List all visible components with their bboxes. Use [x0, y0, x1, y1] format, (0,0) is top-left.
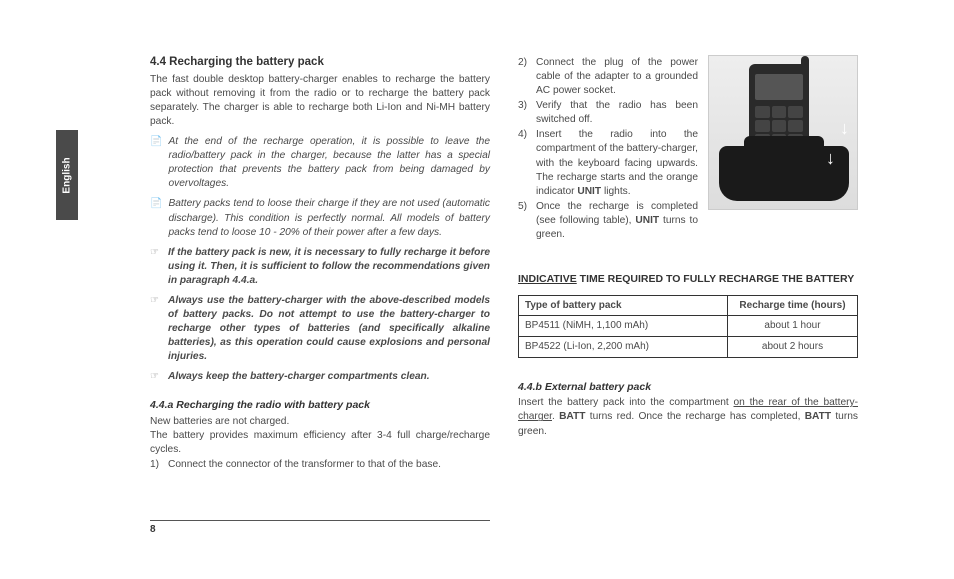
table-header: Type of battery pack — [519, 295, 728, 316]
note-icon: 📄 — [150, 135, 162, 191]
table-header: Recharge time (hours) — [728, 295, 858, 316]
product-image: ↓ ↓ — [708, 55, 858, 210]
step-item: 5) Once the recharge is completed (see f… — [518, 200, 698, 242]
table-cell: BP4522 (Li-Ion, 2,200 mAh) — [519, 337, 728, 358]
subsection-heading: 4.4.a Recharging the radio with battery … — [150, 398, 490, 412]
arrow-down-icon: ↓ — [826, 146, 835, 171]
text-underline: INDICATIVE — [518, 273, 577, 285]
hand-icon: ☞ — [150, 246, 162, 288]
step-number: 2) — [518, 56, 532, 98]
table-row: BP4522 (Li-Ion, 2,200 mAh) about 2 hours — [519, 337, 858, 358]
step-item: 1) Connect the connector of the transfor… — [150, 458, 490, 472]
batt-label: BATT — [805, 411, 831, 422]
steps-with-image: 2) Connect the plug of the power cable o… — [518, 55, 858, 242]
intro-paragraph: The fast double desktop battery-charger … — [150, 73, 490, 129]
radio-screen — [755, 74, 803, 100]
body-text: New batteries are not charged. — [150, 415, 490, 429]
body-text: Insert the battery pack into the compart… — [518, 396, 858, 438]
table-cell: about 1 hour — [728, 316, 858, 337]
note-item: 📄 Battery packs tend to loose their char… — [150, 197, 490, 239]
hand-icon: ☞ — [150, 370, 162, 384]
text-fragment: TIME REQUIRED TO FULLY RECHARGE THE BATT… — [577, 273, 855, 285]
step-number: 4) — [518, 128, 532, 198]
note-text: Battery packs tend to loose their charge… — [168, 197, 490, 239]
unit-label: UNIT — [635, 215, 659, 226]
footer-rule — [150, 520, 490, 521]
step-item: 4) Insert the radio into the compartment… — [518, 128, 698, 198]
unit-label: UNIT — [577, 186, 601, 197]
note-text: Always use the battery-charger with the … — [168, 294, 490, 364]
warning-item: ☞ Always use the battery-charger with th… — [150, 294, 490, 364]
language-tab: English — [56, 130, 78, 220]
note-icon: 📄 — [150, 197, 162, 239]
note-item: 📄 At the end of the recharge operation, … — [150, 135, 490, 191]
note-text: Always keep the battery-charger compartm… — [168, 370, 490, 384]
text-fragment: Insert the battery pack into the compart… — [518, 397, 734, 408]
step-text: Connect the plug of the power cable of t… — [536, 56, 698, 98]
step-text: Insert the radio into the compartment of… — [536, 128, 698, 198]
text-fragment: . — [552, 411, 559, 422]
hand-icon: ☞ — [150, 294, 162, 364]
step-text: Verify that the radio has been switched … — [536, 99, 698, 127]
page-number: 8 — [150, 524, 156, 535]
step-number: 1) — [150, 458, 164, 472]
warning-item: ☞ If the battery pack is new, it is nece… — [150, 246, 490, 288]
table-header-row: Type of battery pack Recharge time (hour… — [519, 295, 858, 316]
step-item: 3) Verify that the radio has been switch… — [518, 99, 698, 127]
left-column: 4.4 Recharging the battery pack The fast… — [150, 55, 490, 472]
text-fragment: turns red. Once the recharge has complet… — [585, 411, 804, 422]
step-number: 5) — [518, 200, 532, 242]
table-cell: about 2 hours — [728, 337, 858, 358]
note-text: If the battery pack is new, it is necess… — [168, 246, 490, 288]
language-label: English — [62, 157, 73, 193]
step-text: Connect the connector of the transformer… — [168, 458, 490, 472]
batt-label: BATT — [559, 411, 585, 422]
step-item: 2) Connect the plug of the power cable o… — [518, 56, 698, 98]
table-title: INDICATIVE TIME REQUIRED TO FULLY RECHAR… — [518, 272, 858, 286]
table-row: BP4511 (NiMH, 1,100 mAh) about 1 hour — [519, 316, 858, 337]
table-cell: BP4511 (NiMH, 1,100 mAh) — [519, 316, 728, 337]
section-heading: 4.4 Recharging the battery pack — [150, 55, 490, 71]
recharge-table: Type of battery pack Recharge time (hour… — [518, 295, 858, 358]
text-fragment: lights. — [601, 186, 630, 197]
right-column: 2) Connect the plug of the power cable o… — [518, 55, 858, 472]
subsection-heading: 4.4.b External battery pack — [518, 380, 858, 394]
body-text: The battery provides maximum efficiency … — [150, 429, 490, 457]
note-text: At the end of the recharge operation, it… — [168, 135, 490, 191]
step-text: Once the recharge is completed (see foll… — [536, 200, 698, 242]
steps-list: 2) Connect the plug of the power cable o… — [518, 55, 698, 242]
page-content: 4.4 Recharging the battery pack The fast… — [150, 55, 860, 472]
step-number: 3) — [518, 99, 532, 127]
warning-item: ☞ Always keep the battery-charger compar… — [150, 370, 490, 384]
arrow-down-icon: ↓ — [840, 116, 849, 141]
